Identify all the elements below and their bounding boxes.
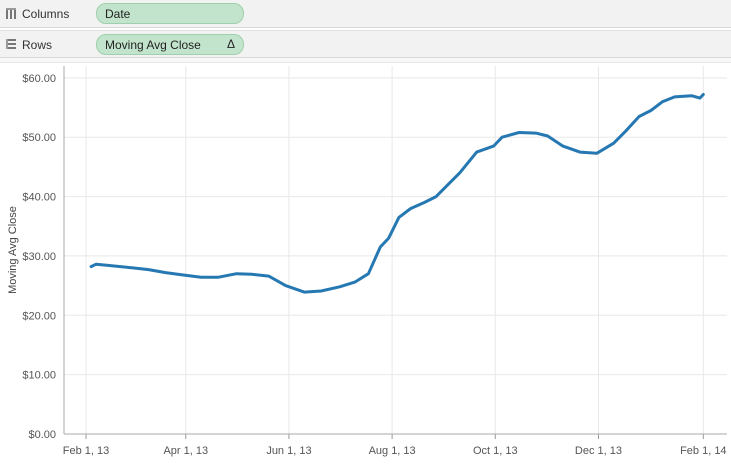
y-tick-label: $10.00 <box>22 370 56 382</box>
x-tick-label: Feb 1, 14 <box>680 445 726 457</box>
x-tick-label: Apr 1, 13 <box>163 445 208 457</box>
tick-labels: $0.00 $10.00 $20.00 $30.00 $40.00 $50.00 $60.0… <box>7 73 727 457</box>
y-tick-label: $50.00 <box>22 132 56 144</box>
y-axis-title: Moving Avg Close <box>7 206 19 294</box>
y-tick-label: $20.00 <box>22 310 56 322</box>
y-tick-label: $40.00 <box>22 192 56 204</box>
y-tick-label: $0.00 <box>28 429 56 441</box>
shelf-divider <box>0 58 731 63</box>
columns-grid-icon <box>6 8 16 19</box>
columns-shelf-label: Columns <box>22 7 70 21</box>
series-layer <box>89 93 705 294</box>
moving-avg-close-pill-label: Moving Avg Close <box>105 38 201 52</box>
y-tick-label: $60.00 <box>22 73 56 85</box>
date-pill-label: Date <box>105 7 131 21</box>
date-pill[interactable]: Date <box>96 3 244 24</box>
columns-shelf: Columns Date <box>0 0 731 28</box>
x-tick-label: Feb 1, 13 <box>63 445 109 457</box>
grid-lines <box>64 66 727 435</box>
y-tick-label: $30.00 <box>22 251 56 263</box>
x-tick-label: Oct 1, 13 <box>473 445 518 457</box>
x-tick-label: Dec 1, 13 <box>575 445 622 457</box>
rows-shelf: Rows Moving Avg Close Δ <box>0 30 731 58</box>
moving-avg-close-line[interactable] <box>89 93 705 294</box>
x-tick-label: Aug 1, 13 <box>369 445 416 457</box>
line-chart[interactable]: $0.00 $10.00 $20.00 $30.00 $40.00 $50.00 $60.0… <box>0 62 731 474</box>
axes <box>63 66 727 439</box>
rows-shelf-label: Rows <box>22 38 53 52</box>
moving-avg-close-pill[interactable]: Moving Avg Close Δ <box>96 34 244 55</box>
rows-grid-icon <box>6 39 16 49</box>
table-calc-delta-icon: Δ <box>226 37 235 51</box>
x-tick-label: Jun 1, 13 <box>266 445 311 457</box>
